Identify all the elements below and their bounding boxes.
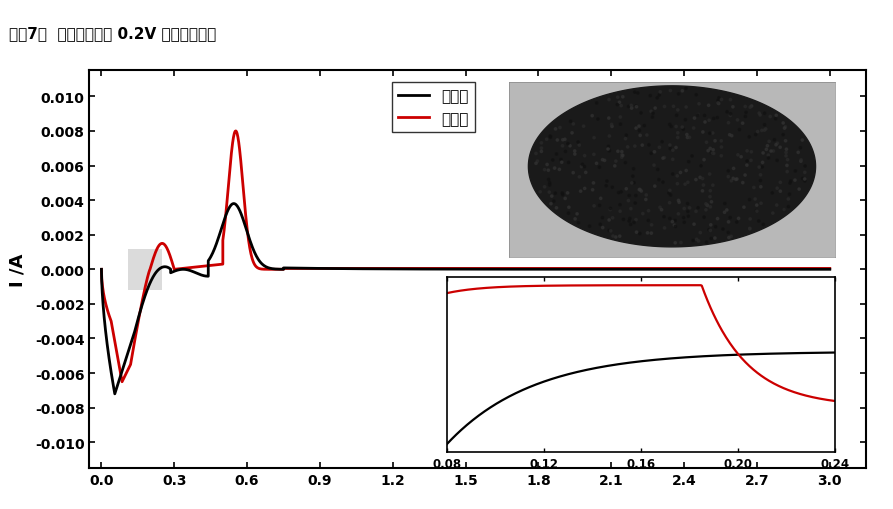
第一圈 bbox=[110, 391, 121, 397]
第一圈 bbox=[143, 284, 154, 290]
第二圈 bbox=[824, 266, 835, 272]
第一圈 bbox=[380, 266, 391, 272]
Legend: 第一圈, 第二圈: 第一圈, 第二圈 bbox=[392, 83, 474, 133]
Y-axis label: I /A: I /A bbox=[8, 253, 27, 287]
第二圈 bbox=[146, 263, 156, 269]
第一圈 bbox=[275, 267, 286, 273]
第二圈 bbox=[119, 375, 129, 381]
第一圈 bbox=[313, 266, 323, 272]
第二圈 bbox=[554, 266, 564, 272]
第一圈 bbox=[663, 267, 674, 273]
Line: 第二圈: 第二圈 bbox=[102, 132, 830, 382]
第二圈 bbox=[230, 129, 241, 135]
第一圈 bbox=[96, 267, 107, 273]
Line: 第一圈: 第一圈 bbox=[102, 204, 830, 394]
第二圈 bbox=[117, 379, 128, 385]
第一圈 bbox=[824, 267, 835, 273]
第二圈 bbox=[96, 267, 107, 273]
Bar bbox=[129, 249, 163, 291]
第二圈 bbox=[219, 228, 230, 234]
第二圈 bbox=[184, 265, 195, 271]
第二圈 bbox=[110, 343, 121, 349]
第一圈 bbox=[171, 268, 181, 274]
第一圈 bbox=[229, 201, 239, 207]
Text: 图表7：  铝壳电池壳体 0.2V 开始发生嵌锂: 图表7： 铝壳电池壳体 0.2V 开始发生嵌锂 bbox=[9, 26, 216, 41]
